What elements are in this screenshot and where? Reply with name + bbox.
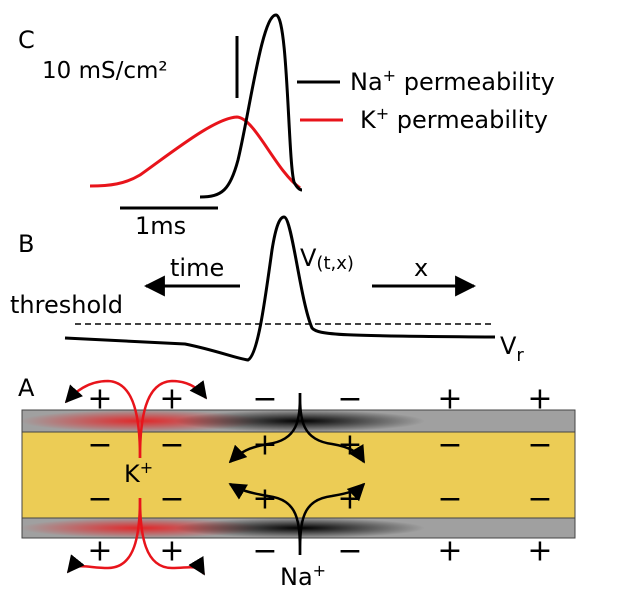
panel-label: A: [18, 374, 35, 402]
charge-sign: −: [527, 482, 552, 517]
na-channel-glow: [175, 410, 425, 432]
voltage-curve: [64, 215, 496, 362]
charge-sign: +: [527, 534, 552, 569]
charge-sign: −: [252, 382, 277, 417]
charge-sign: −: [337, 534, 362, 569]
rest-voltage-label: Vr: [500, 332, 524, 366]
axoplasm: [21, 431, 576, 519]
charge-sign: +: [337, 482, 362, 517]
k-permeability-curve: [89, 115, 301, 190]
charge-sign: −: [252, 534, 277, 569]
charge-signs: + + − − + + − − + + − − − − + + − − + + − − + +: [87, 382, 552, 569]
charge-sign: −: [159, 482, 184, 517]
charge-sign: −: [159, 428, 184, 463]
legend-label: Na+ permeability: [350, 66, 555, 96]
charge-sign: −: [437, 428, 462, 463]
voltage-label: V(t,x): [300, 244, 354, 274]
na-channel-glow: [175, 518, 425, 538]
charge-sign: +: [159, 382, 184, 417]
threshold-label: threshold: [10, 291, 123, 319]
panel-label: C: [18, 26, 35, 54]
x-label: x: [414, 254, 428, 282]
na-current: [228, 392, 366, 556]
charge-sign: +: [337, 428, 362, 463]
scale-label: 10 mS/cm²: [42, 58, 168, 84]
charge-sign: −: [437, 482, 462, 517]
sodium-label: Na+: [280, 561, 326, 591]
charge-sign: −: [87, 482, 112, 517]
time-scale-label: 1ms: [135, 212, 186, 240]
charge-sign: +: [252, 428, 277, 463]
charge-sign: −: [337, 382, 362, 417]
charge-sign: +: [437, 534, 462, 569]
legend-label: K+ permeability: [360, 104, 548, 134]
charge-sign: −: [87, 428, 112, 463]
na-permeability-curve: [199, 13, 303, 199]
k-current: [64, 379, 208, 576]
charge-sign: +: [437, 382, 462, 417]
charge-sign: +: [252, 482, 277, 517]
potassium-label: K+: [124, 458, 153, 488]
charge-sign: −: [527, 428, 552, 463]
charge-sign: +: [87, 382, 112, 417]
charge-sign: +: [159, 534, 184, 569]
panel-label: B: [18, 230, 34, 258]
charge-sign: +: [527, 382, 552, 417]
time-label: time: [170, 254, 224, 282]
charge-sign: +: [87, 534, 112, 569]
